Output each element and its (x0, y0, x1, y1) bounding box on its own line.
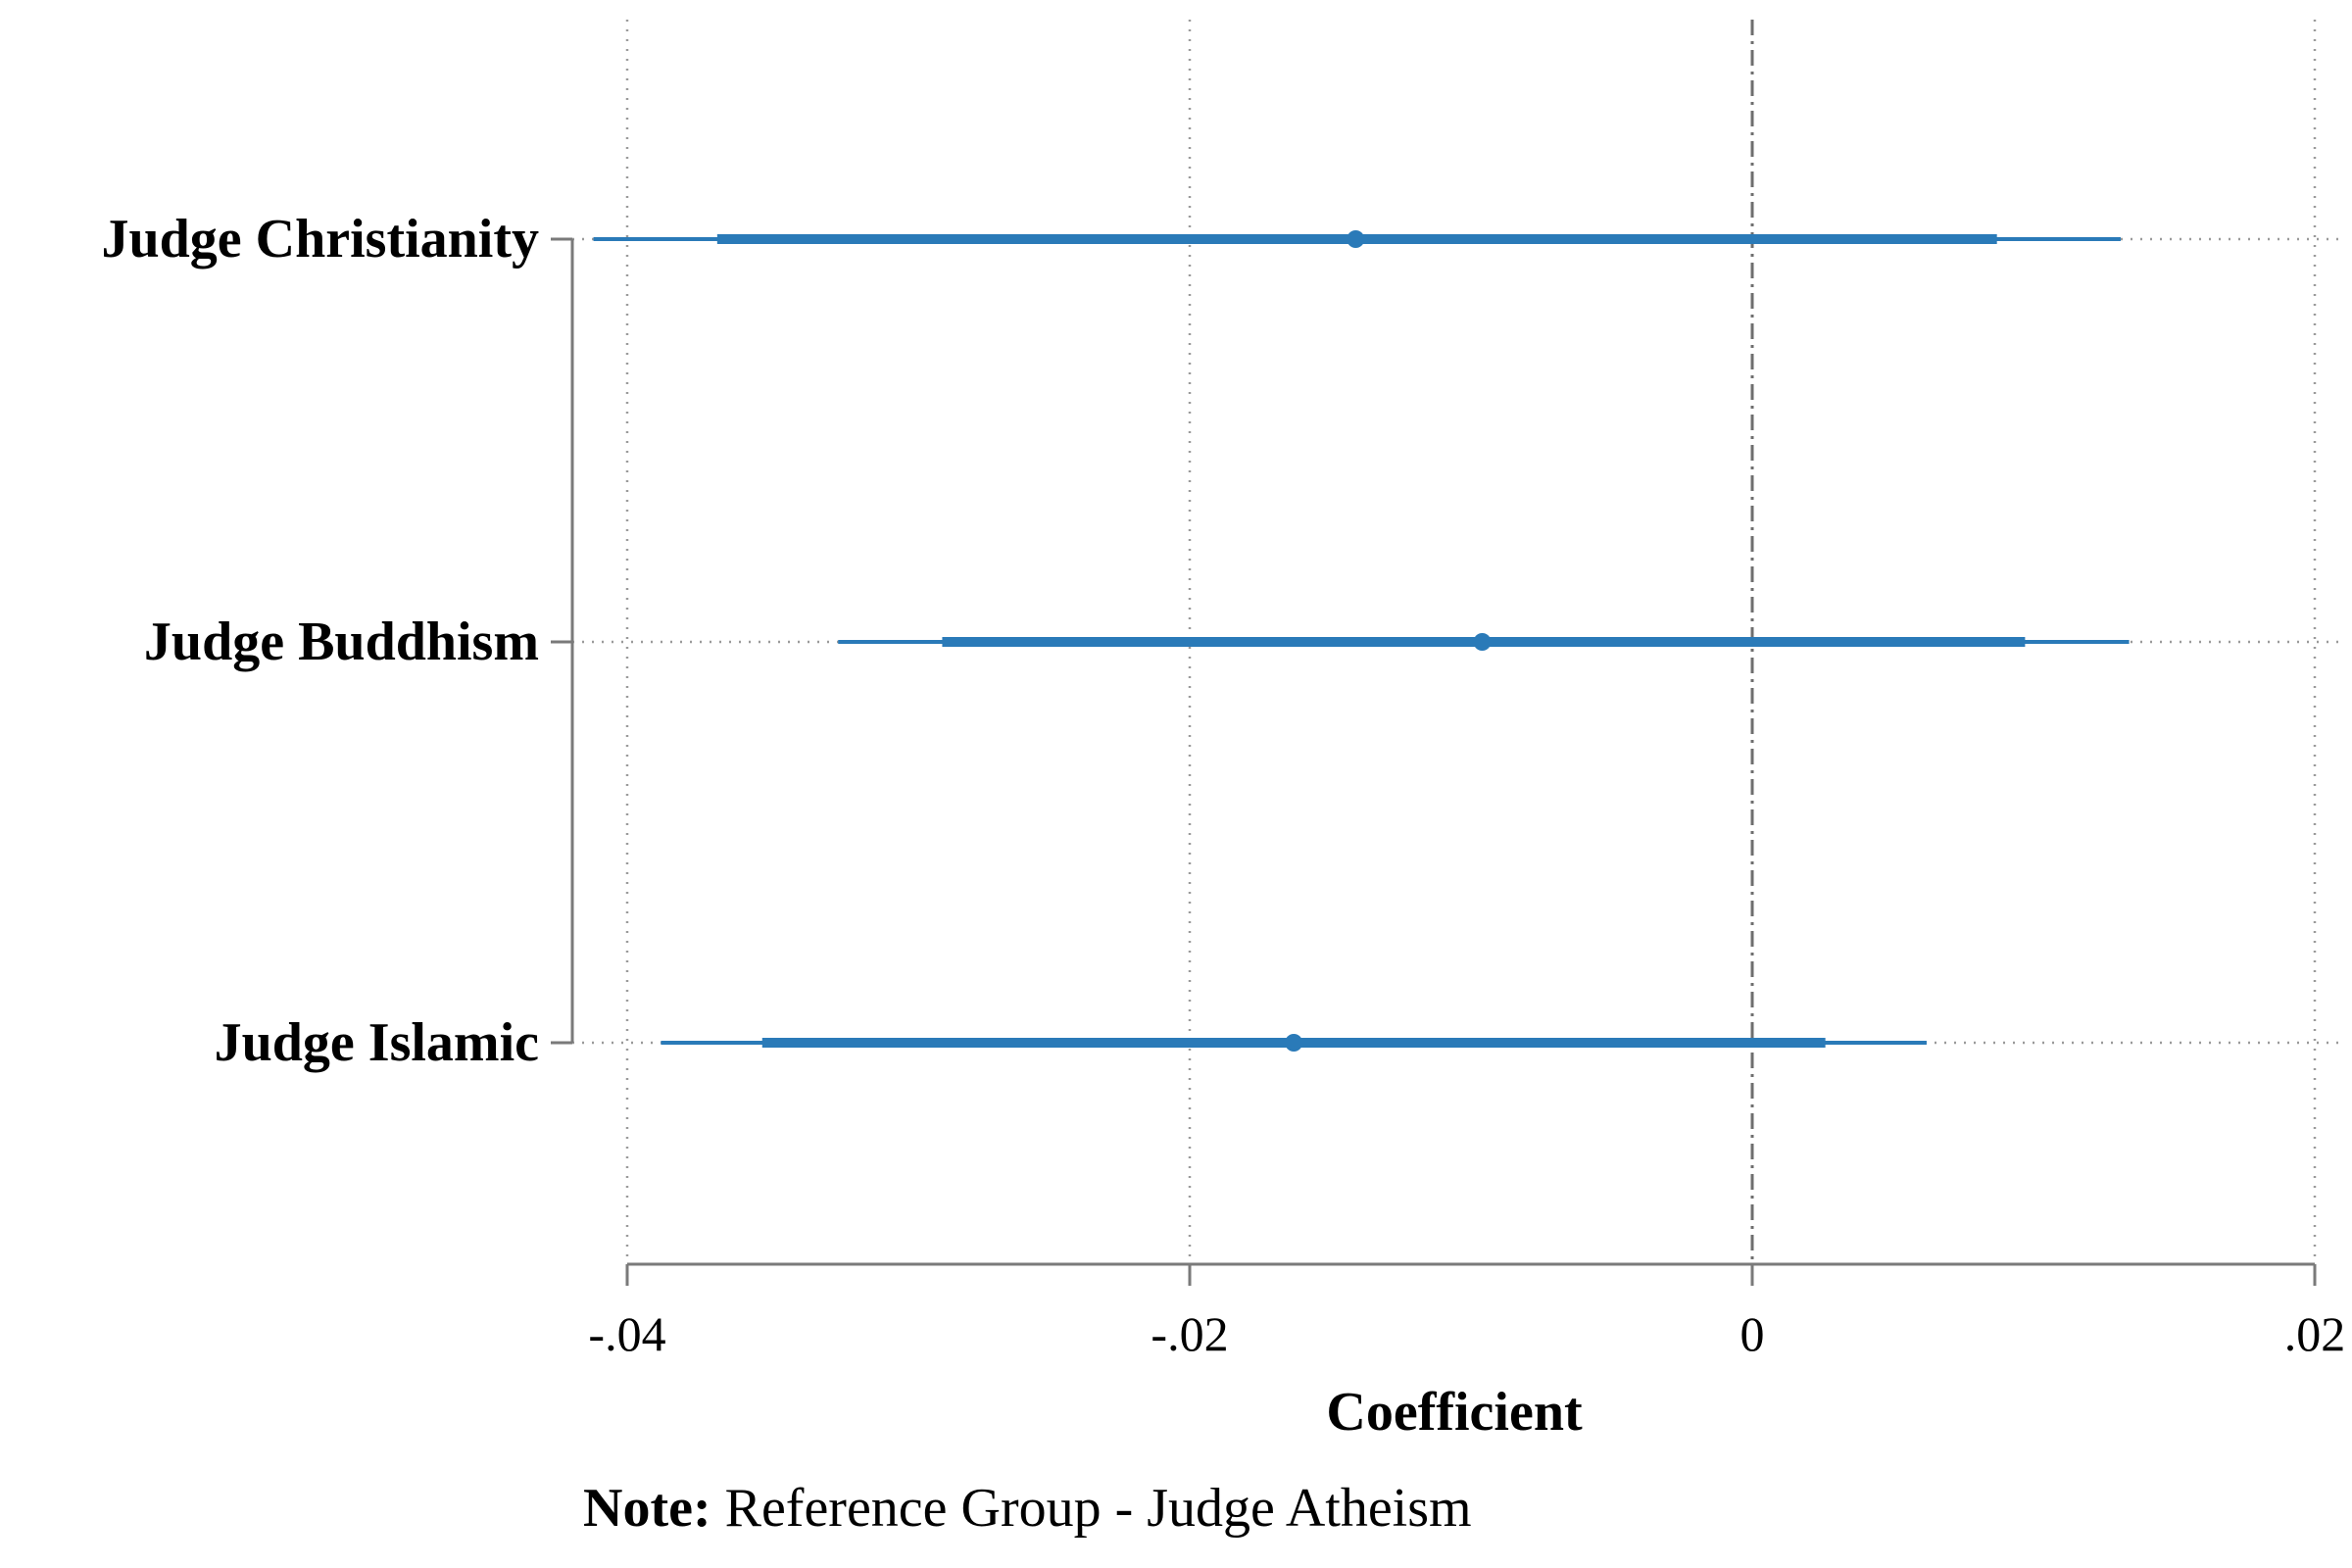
point-estimate-0 (1347, 230, 1365, 248)
category-label-0: Judge Christianity (102, 209, 540, 270)
note-text: Reference Group - Judge Atheism (711, 1478, 1472, 1539)
x-tick-label-3: .02 (2284, 1306, 2346, 1361)
note-label: Note: (583, 1478, 711, 1539)
point-estimate-1 (1473, 633, 1492, 651)
x-tick-label-0: -.04 (588, 1306, 665, 1361)
point-estimate-2 (1285, 1034, 1303, 1052)
axis-labels: -.04 -.02 0 .02 Judge Christianity Judge Budd… (102, 209, 2346, 1361)
x-tick-label-1: -.02 (1151, 1306, 1228, 1361)
axes (551, 237, 2317, 1286)
x-tick-label-2: 0 (1740, 1306, 1765, 1361)
x-axis-title: Coefficient (1326, 1382, 1583, 1443)
category-label-1: Judge Buddhism (144, 612, 539, 672)
coefficient-marks (593, 230, 2130, 1052)
category-label-2: Judge Islamic (215, 1012, 539, 1073)
chart-note: Note: Reference Group - Judge Atheism (583, 1478, 1472, 1539)
